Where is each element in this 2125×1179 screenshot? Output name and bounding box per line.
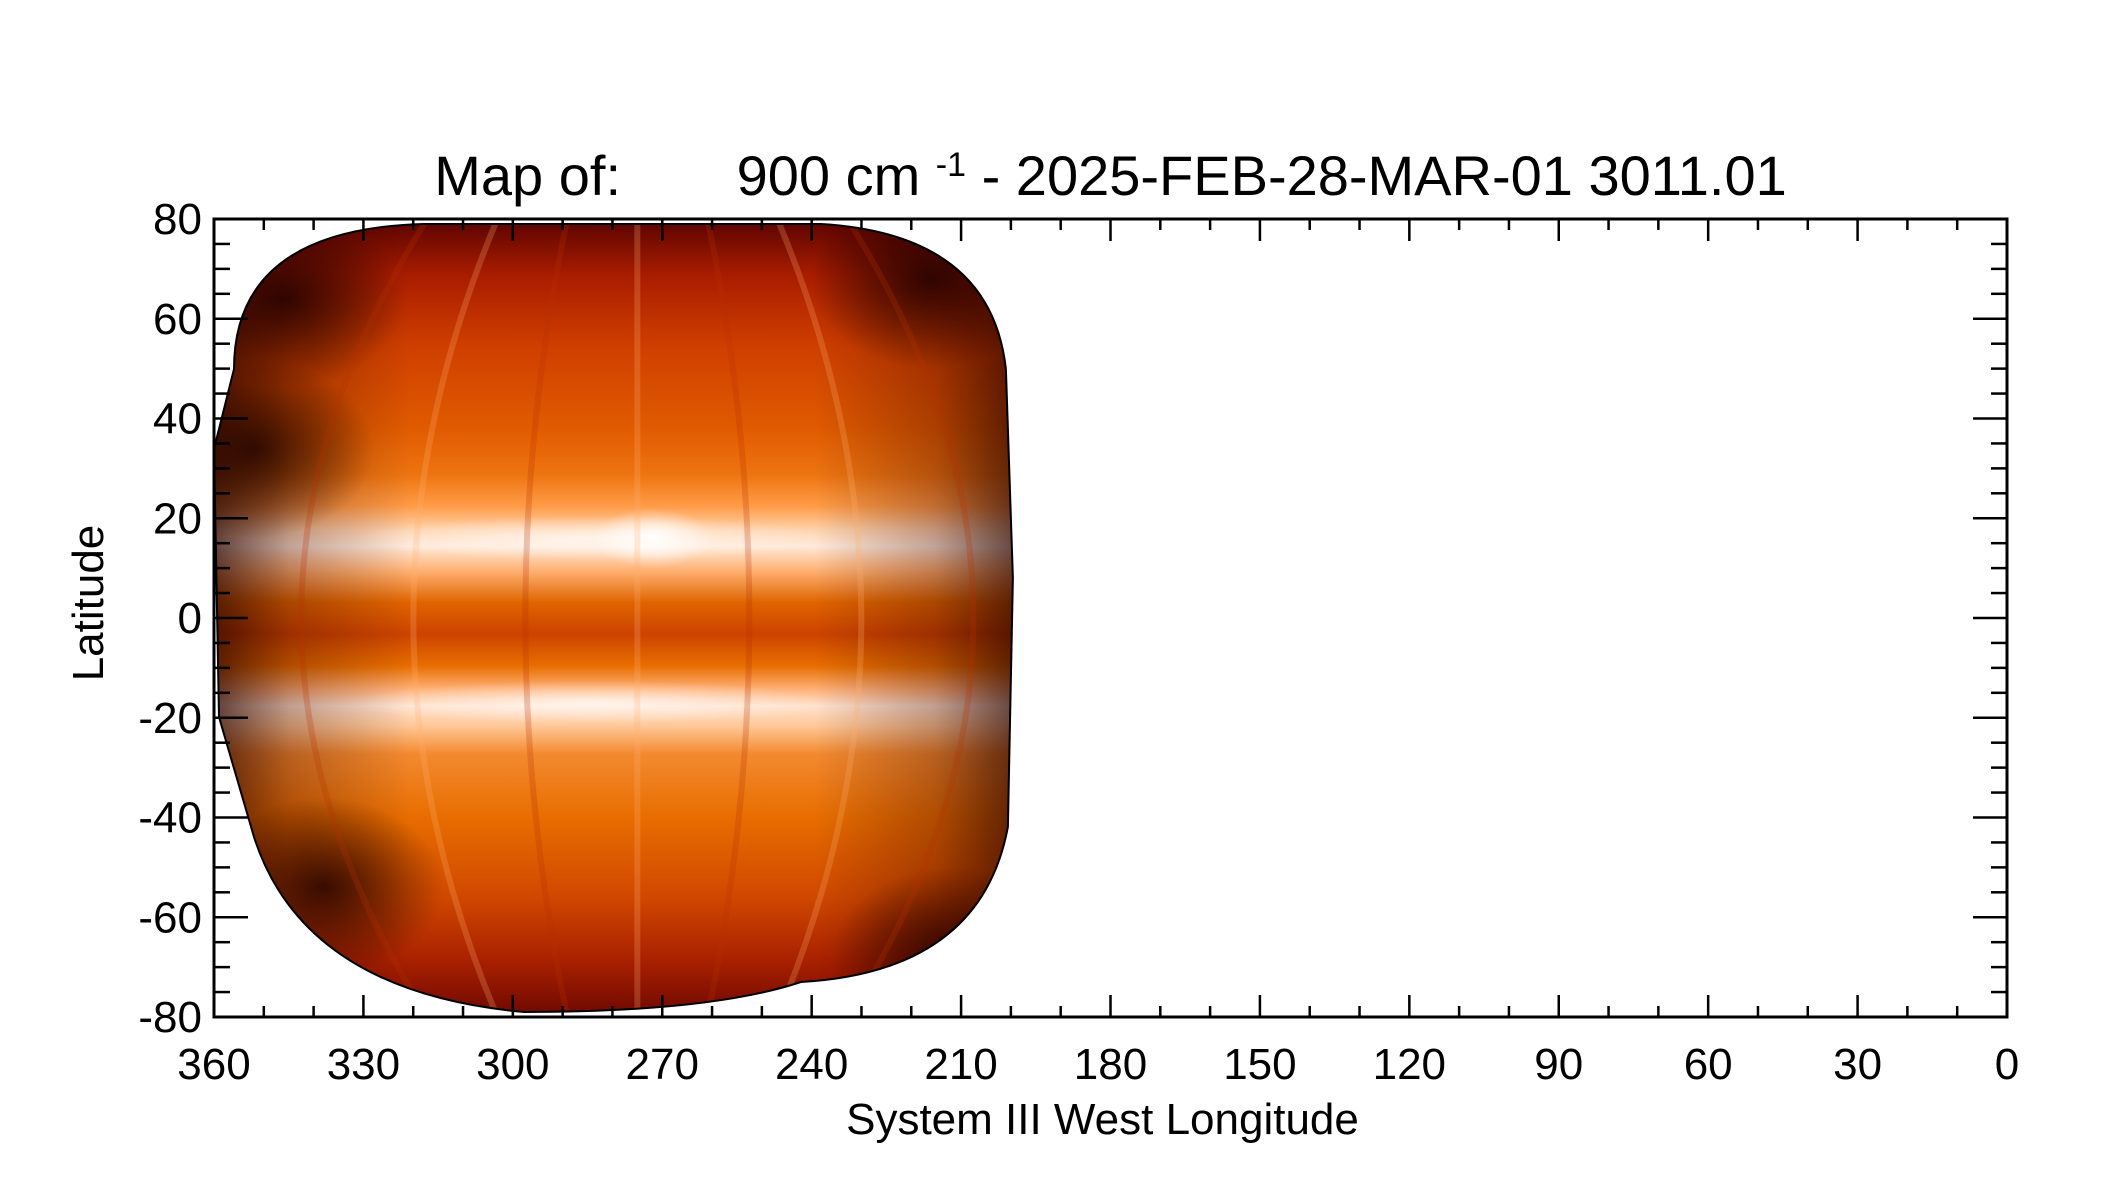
heatmap-boundary xyxy=(212,223,1014,1014)
streak-1 xyxy=(410,224,501,1012)
warm-band-highlight-1 xyxy=(352,680,833,725)
hot-spot xyxy=(592,508,713,569)
streak-4 xyxy=(704,224,753,1012)
x-tick-label: 60 xyxy=(1684,1040,1733,1089)
x-tick-label: 120 xyxy=(1373,1040,1446,1089)
x-axis: 360 330 300 270 240 210 180 150 120 90 60 30 0 xyxy=(177,219,2019,1089)
title-suffix: - 2025-FEB-28-MAR-01 3011.01 xyxy=(982,144,1787,207)
title-prefix: Map of: xyxy=(434,144,621,207)
x-tick-label: 300 xyxy=(476,1040,549,1089)
y-tick-label: 0 xyxy=(178,594,202,643)
title-superscript: -1 xyxy=(936,146,966,184)
streak-5 xyxy=(774,224,865,1012)
y-tick-label: -40 xyxy=(138,794,202,843)
y-tick-label: -80 xyxy=(138,993,202,1042)
chart-title: Map of: 900 cm -1 - 2025-FEB-28-MAR-01 3… xyxy=(434,144,1786,207)
x-tick-label: 180 xyxy=(1074,1040,1147,1089)
x-tick-label: 90 xyxy=(1534,1040,1583,1089)
y-tick-label: -20 xyxy=(138,694,202,743)
dark-region-4 xyxy=(214,797,444,977)
y-tick-label: 80 xyxy=(153,195,202,244)
title-wavenumber: 900 cm xyxy=(737,144,921,207)
y-tick-label: 20 xyxy=(153,494,202,543)
y-tick-label: 40 xyxy=(153,395,202,444)
y-tick-label: 60 xyxy=(153,295,202,344)
x-tick-label: 360 xyxy=(177,1040,250,1089)
y-axis-label: Latitude xyxy=(64,525,113,682)
y-axis: 80 60 40 20 0 -20 -40 -60 -80 xyxy=(138,195,2007,1042)
dark-region-2 xyxy=(214,359,374,539)
x-axis-label: System III West Longitude xyxy=(846,1095,1359,1144)
x-tick-label: 0 xyxy=(1995,1040,2019,1089)
x-tick-label: 270 xyxy=(626,1040,699,1089)
streak-2 xyxy=(522,224,571,1012)
heatmap-region xyxy=(214,224,1013,1012)
streak-6 xyxy=(844,224,977,1012)
x-tick-label: 150 xyxy=(1223,1040,1296,1089)
x-tick-label: 30 xyxy=(1833,1040,1882,1089)
dark-region-3 xyxy=(830,867,1013,1012)
dark-region-1 xyxy=(810,224,1013,369)
x-tick-label: 330 xyxy=(327,1040,400,1089)
x-tick-label: 210 xyxy=(924,1040,997,1089)
streak-0 xyxy=(298,224,430,1012)
x-tick-label: 240 xyxy=(775,1040,848,1089)
y-tick-label: -60 xyxy=(138,893,202,942)
